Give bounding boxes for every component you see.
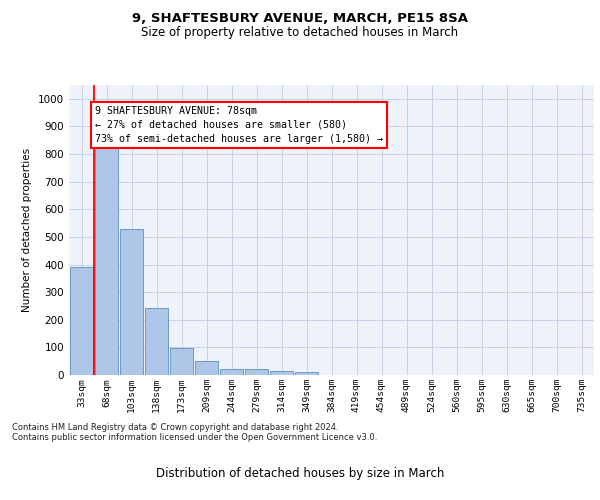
- Bar: [295, 372, 318, 375]
- Text: Distribution of detached houses by size in March: Distribution of detached houses by size …: [156, 467, 444, 480]
- Text: Contains HM Land Registry data © Crown copyright and database right 2024.
Contai: Contains HM Land Registry data © Crown c…: [12, 422, 377, 442]
- Bar: [120, 228, 143, 375]
- Bar: [195, 360, 218, 375]
- Text: Size of property relative to detached houses in March: Size of property relative to detached ho…: [142, 26, 458, 39]
- Y-axis label: Number of detached properties: Number of detached properties: [22, 148, 32, 312]
- Bar: [170, 348, 193, 375]
- Text: 9 SHAFTESBURY AVENUE: 78sqm
← 27% of detached houses are smaller (580)
73% of se: 9 SHAFTESBURY AVENUE: 78sqm ← 27% of det…: [95, 106, 383, 144]
- Bar: [70, 268, 93, 375]
- Bar: [145, 308, 168, 375]
- Text: 9, SHAFTESBURY AVENUE, MARCH, PE15 8SA: 9, SHAFTESBURY AVENUE, MARCH, PE15 8SA: [132, 12, 468, 26]
- Bar: [95, 146, 118, 375]
- Bar: [270, 371, 293, 375]
- Bar: [220, 369, 243, 375]
- Bar: [245, 370, 268, 375]
